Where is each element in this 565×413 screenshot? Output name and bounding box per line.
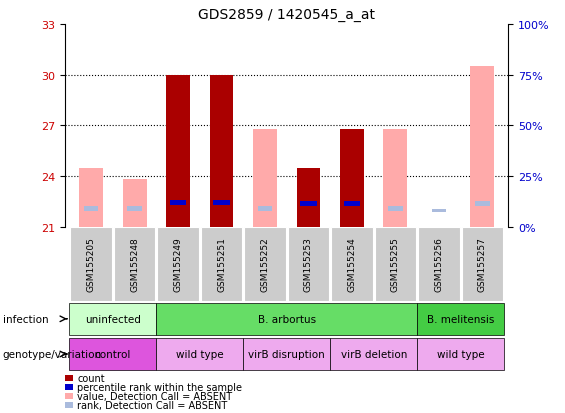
Bar [388, 207, 403, 212]
FancyBboxPatch shape [330, 338, 417, 370]
FancyBboxPatch shape [417, 303, 504, 335]
Bar [123, 180, 146, 227]
Text: GSM155254: GSM155254 [347, 237, 357, 292]
Bar [297, 168, 320, 227]
Bar [213, 200, 230, 205]
Text: wild type: wild type [176, 349, 224, 359]
FancyBboxPatch shape [157, 303, 417, 335]
Bar [432, 209, 446, 213]
Bar [384, 129, 407, 227]
Text: GSM155256: GSM155256 [434, 237, 444, 292]
FancyBboxPatch shape [244, 227, 286, 301]
Bar [210, 75, 233, 227]
Text: B. melitensis: B. melitensis [427, 314, 494, 324]
FancyBboxPatch shape [69, 338, 157, 370]
FancyBboxPatch shape [462, 227, 503, 301]
Bar [258, 207, 272, 212]
FancyBboxPatch shape [114, 227, 155, 301]
FancyBboxPatch shape [417, 338, 504, 370]
FancyBboxPatch shape [288, 227, 329, 301]
FancyBboxPatch shape [201, 227, 242, 301]
FancyBboxPatch shape [70, 227, 112, 301]
FancyBboxPatch shape [375, 227, 416, 301]
Bar [166, 75, 190, 227]
Bar [79, 168, 103, 227]
FancyBboxPatch shape [331, 227, 373, 301]
Text: GSM155205: GSM155205 [86, 237, 95, 292]
Text: GSM155257: GSM155257 [478, 237, 487, 292]
Bar [471, 67, 494, 227]
Text: genotype/variation: genotype/variation [3, 349, 102, 359]
FancyBboxPatch shape [157, 227, 199, 301]
Text: virB disruption: virB disruption [249, 349, 325, 359]
Text: value, Detection Call = ABSENT: value, Detection Call = ABSENT [77, 391, 233, 401]
Bar [475, 202, 490, 207]
Text: control: control [94, 349, 131, 359]
FancyBboxPatch shape [418, 227, 460, 301]
Text: virB deletion: virB deletion [341, 349, 407, 359]
Text: GSM155251: GSM155251 [217, 237, 226, 292]
FancyBboxPatch shape [157, 338, 244, 370]
Bar [170, 200, 186, 205]
Text: GSM155252: GSM155252 [260, 237, 270, 292]
Text: wild type: wild type [437, 349, 484, 359]
Text: GSM155249: GSM155249 [173, 237, 182, 292]
Bar [300, 202, 317, 207]
Text: count: count [77, 373, 105, 383]
FancyBboxPatch shape [69, 303, 157, 335]
Text: percentile rank within the sample: percentile rank within the sample [77, 382, 242, 392]
Bar [253, 129, 277, 227]
Text: infection: infection [3, 314, 49, 324]
Bar [127, 207, 142, 212]
Text: B. arbortus: B. arbortus [258, 314, 316, 324]
Bar [344, 202, 360, 207]
Bar [340, 129, 364, 227]
Text: GSM155253: GSM155253 [304, 237, 313, 292]
Text: rank, Detection Call = ABSENT: rank, Detection Call = ABSENT [77, 400, 228, 410]
FancyBboxPatch shape [244, 338, 330, 370]
Text: GSM155255: GSM155255 [391, 237, 400, 292]
Text: uninfected: uninfected [85, 314, 141, 324]
Bar [84, 207, 98, 212]
Title: GDS2859 / 1420545_a_at: GDS2859 / 1420545_a_at [198, 8, 375, 22]
Text: GSM155248: GSM155248 [130, 237, 139, 292]
